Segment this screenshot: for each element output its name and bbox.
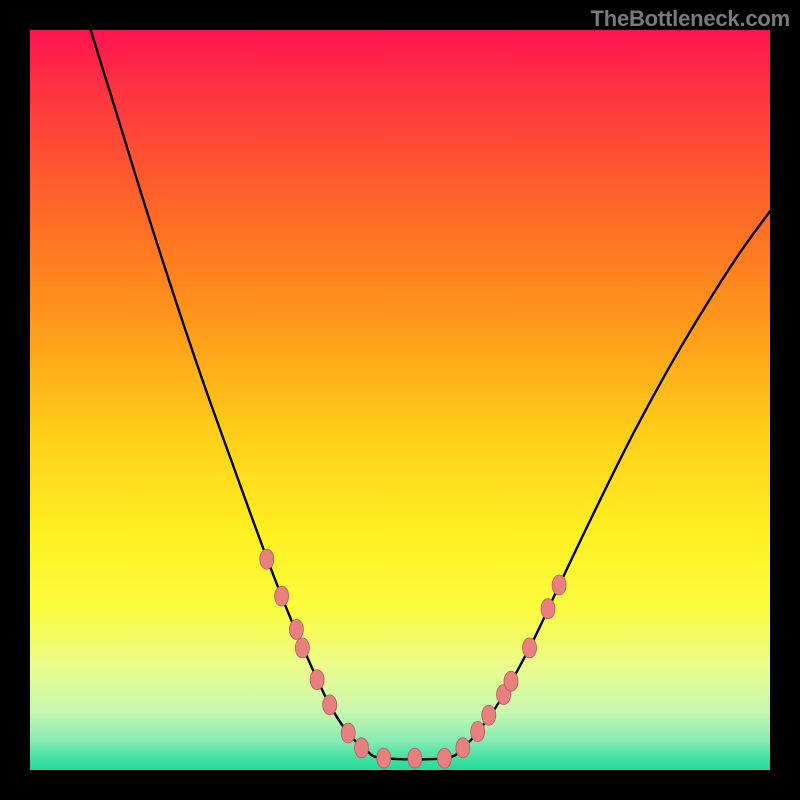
curve-marker [437, 748, 451, 768]
watermark-text: TheBottleneck.com [590, 6, 790, 32]
curve-marker [323, 695, 337, 715]
curve-marker [260, 549, 274, 569]
curve-marker [289, 619, 303, 639]
curve-marker [377, 748, 391, 768]
curve-marker [456, 738, 470, 758]
curve-marker [310, 670, 324, 690]
chart-svg [30, 30, 770, 770]
curve-marker [482, 705, 496, 725]
plot-area [30, 30, 770, 770]
curve-marker [408, 748, 422, 768]
gradient-background [30, 30, 770, 770]
curve-marker [504, 671, 518, 691]
curve-marker [295, 638, 309, 658]
curve-marker [523, 638, 537, 658]
curve-marker [341, 723, 355, 743]
chart-frame: TheBottleneck.com [0, 0, 800, 800]
curve-marker [355, 738, 369, 758]
curve-marker [552, 575, 566, 595]
curve-marker [275, 586, 289, 606]
curve-marker [471, 722, 485, 742]
curve-marker [541, 599, 555, 619]
